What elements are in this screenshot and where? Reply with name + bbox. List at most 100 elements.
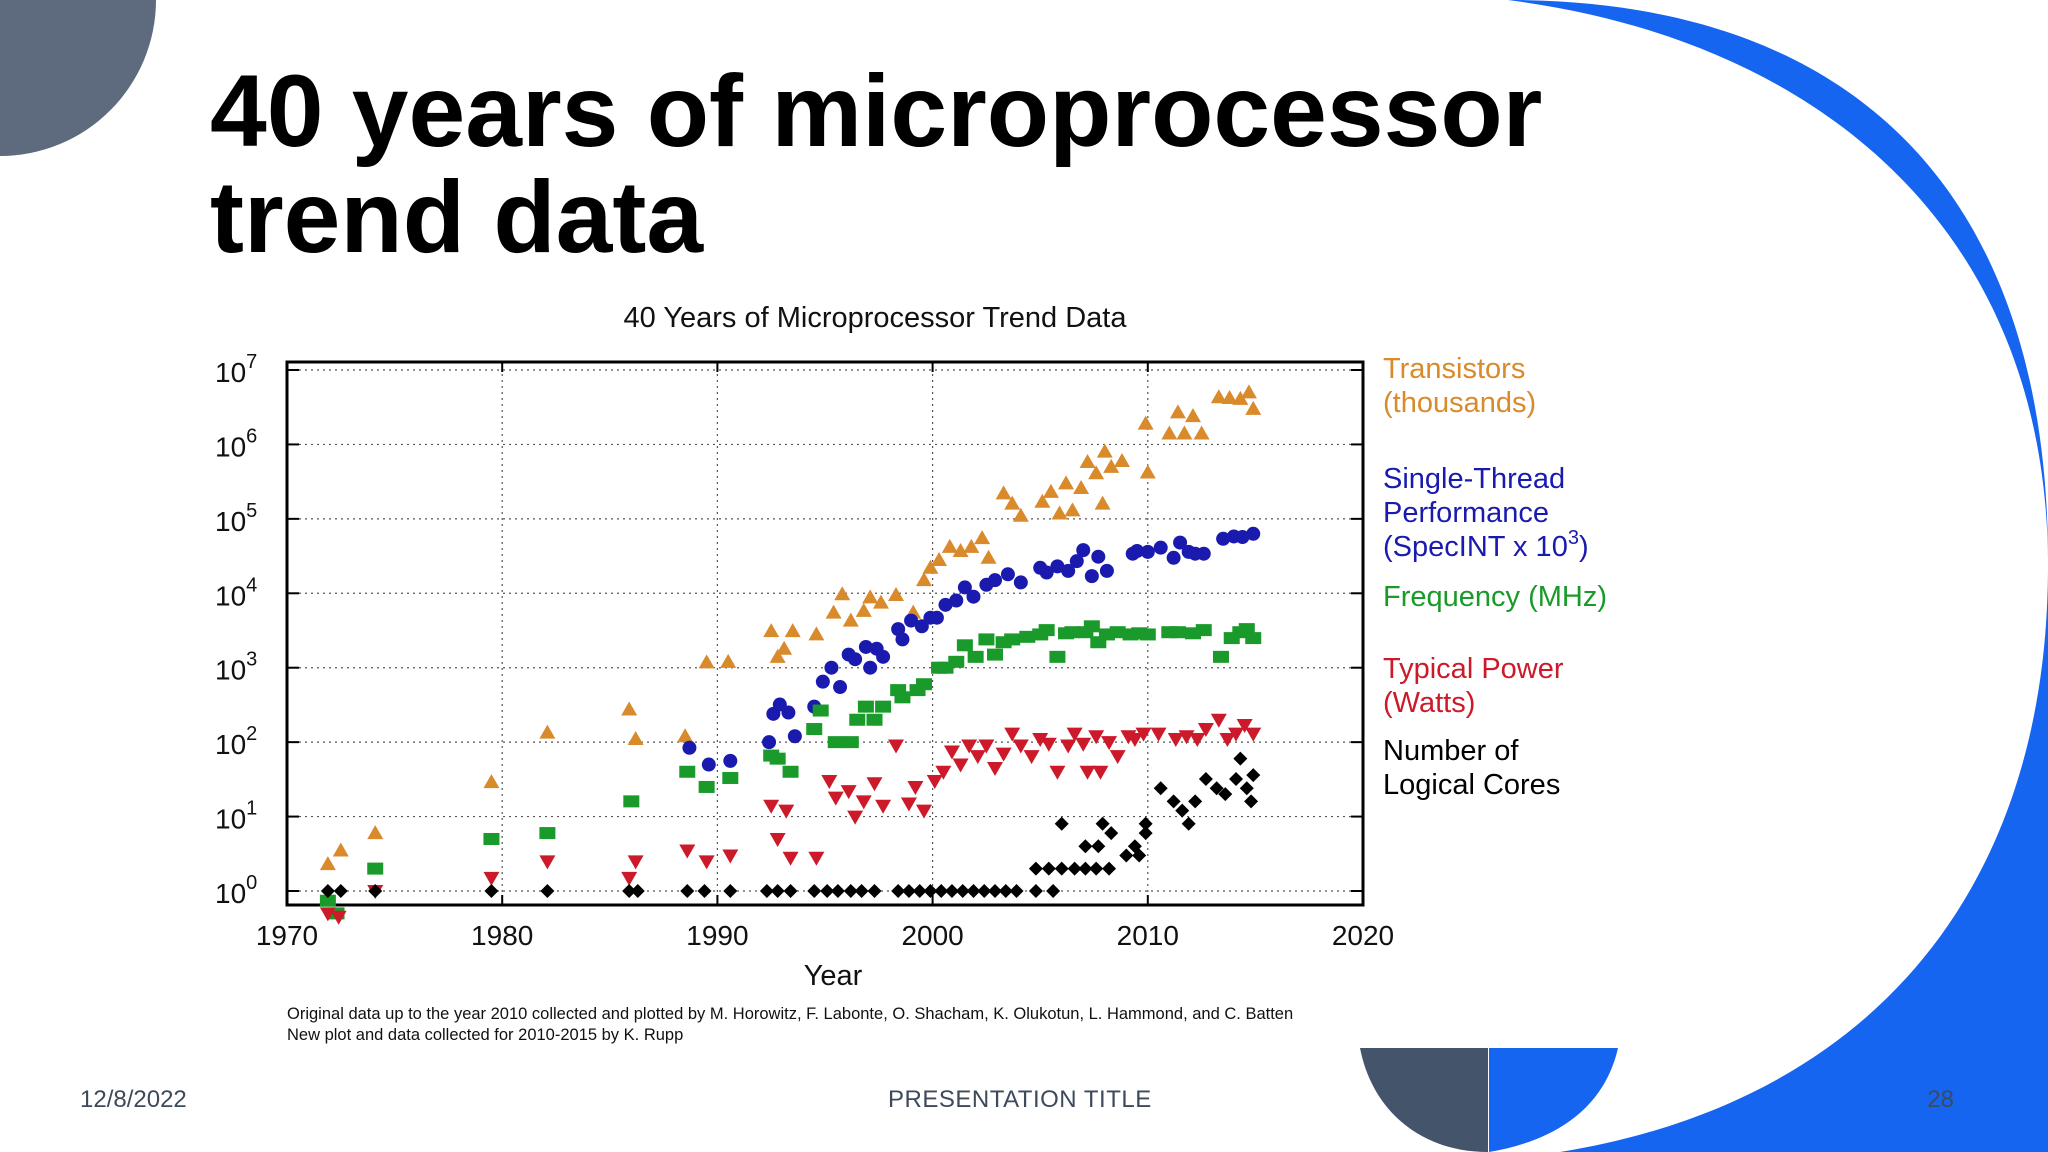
blue-arc-shape bbox=[1508, 0, 2048, 1152]
series-4-point bbox=[763, 799, 780, 814]
series-4-point bbox=[679, 844, 696, 859]
series-1-point bbox=[621, 701, 638, 716]
slide-title-line-2: trend data bbox=[210, 160, 704, 274]
series-3-point bbox=[1083, 620, 1100, 633]
series-5-point bbox=[891, 884, 906, 898]
x-tick-label: 1980 bbox=[471, 920, 533, 951]
series-4-point bbox=[1079, 765, 1096, 780]
series-3-point bbox=[812, 704, 829, 717]
series-5-point bbox=[622, 884, 637, 898]
series-1-point bbox=[1034, 493, 1051, 508]
series-1-point bbox=[834, 586, 851, 601]
series-5-point bbox=[843, 884, 858, 898]
series-1-point bbox=[931, 552, 948, 567]
chart-credit-line: Original data up to the year 2010 collec… bbox=[287, 1005, 1293, 1023]
series-4-point bbox=[1004, 727, 1021, 742]
plot-frame bbox=[285, 360, 1365, 907]
series-1-point bbox=[1004, 495, 1021, 510]
series-3-point bbox=[806, 723, 823, 736]
series-3-point bbox=[319, 894, 336, 907]
series-1-point bbox=[963, 538, 980, 553]
series-1-point bbox=[862, 589, 879, 604]
series-1-point bbox=[855, 602, 872, 617]
series-2-point bbox=[966, 589, 981, 604]
series-3-point bbox=[1109, 626, 1126, 639]
series-2-point bbox=[1196, 546, 1211, 561]
series-5-point bbox=[1054, 816, 1069, 831]
series-1-point bbox=[1176, 425, 1193, 440]
series-4-point bbox=[778, 804, 795, 819]
series-4-point bbox=[782, 851, 799, 866]
series-4-point bbox=[1049, 765, 1066, 780]
slate-corner-circle bbox=[0, 0, 156, 156]
y-tick-label: 100 bbox=[215, 872, 257, 909]
series-4-point bbox=[987, 761, 1004, 776]
legend-entry-5: Number of Logical Cores bbox=[1383, 735, 1560, 801]
series-2-point bbox=[781, 705, 796, 720]
series-4-point bbox=[900, 797, 917, 812]
series-2-point bbox=[762, 735, 777, 750]
series-5-point bbox=[807, 884, 822, 898]
series-5-point bbox=[1119, 848, 1134, 863]
series-5-point bbox=[630, 884, 645, 898]
series-5-point bbox=[944, 884, 959, 898]
series-5-point bbox=[1104, 826, 1119, 841]
y-tick-label: 103 bbox=[215, 649, 257, 686]
series-1-point bbox=[698, 654, 715, 669]
series-4-point bbox=[1101, 736, 1118, 751]
series-2-point bbox=[1050, 559, 1065, 574]
series-4-point bbox=[1219, 733, 1236, 748]
footer-presentation-title: PRESENTATION TITLE bbox=[888, 1086, 1152, 1113]
series-5-point bbox=[783, 884, 798, 898]
series-1-point bbox=[888, 586, 905, 601]
x-tick-label: 1970 bbox=[256, 920, 318, 951]
y-tick-label: 101 bbox=[215, 798, 257, 835]
series-4-point bbox=[1126, 733, 1143, 748]
series-4-point bbox=[1135, 727, 1152, 742]
slide-title: 40 years of microprocessor trend data bbox=[210, 58, 1610, 270]
series-1-point bbox=[1094, 495, 1111, 510]
series-2-point bbox=[723, 753, 738, 768]
series-1-point bbox=[769, 648, 786, 663]
series-2-point bbox=[914, 619, 929, 634]
series-2-point bbox=[848, 652, 863, 667]
legend-entry-1: Transistors (thousands) bbox=[1383, 353, 1536, 419]
series-1-point bbox=[677, 728, 694, 743]
series-4-point bbox=[1032, 733, 1049, 748]
series-2-point bbox=[929, 610, 944, 625]
series-2-point bbox=[1153, 540, 1168, 555]
x-tick-label: 2020 bbox=[1332, 920, 1394, 951]
chart-title: 40 Years of Microprocessor Trend Data bbox=[624, 302, 1128, 334]
series-1-point bbox=[980, 549, 997, 564]
series-5-point bbox=[1054, 861, 1069, 876]
series-2-point bbox=[1099, 563, 1114, 578]
series-4-markers bbox=[319, 713, 1262, 925]
series-1-point bbox=[784, 623, 801, 638]
series-1-point bbox=[627, 731, 644, 746]
series-3-point bbox=[948, 655, 965, 668]
series-5-point bbox=[934, 884, 949, 898]
series-4-point bbox=[1228, 727, 1245, 742]
series-2-point bbox=[1235, 530, 1250, 545]
series-5-point bbox=[770, 884, 785, 898]
series-4-point bbox=[1023, 750, 1040, 765]
series-4-point bbox=[1197, 723, 1214, 738]
series-1-point bbox=[776, 640, 793, 655]
series-2-point bbox=[824, 660, 839, 675]
footer-date: 12/8/2022 bbox=[80, 1086, 187, 1113]
series-4-point bbox=[1245, 727, 1262, 742]
series-1-point bbox=[1210, 389, 1227, 404]
series-4-point bbox=[875, 799, 892, 814]
x-axis-label: Year bbox=[804, 960, 863, 992]
series-2-point bbox=[815, 674, 830, 689]
slide-title-line-1: 40 years of microprocessor bbox=[210, 54, 1543, 168]
series-5-point bbox=[1091, 839, 1106, 854]
series-5-point bbox=[1198, 771, 1213, 786]
series-1-point bbox=[332, 842, 349, 857]
series-4-point bbox=[995, 747, 1012, 762]
series-3-point bbox=[1064, 626, 1081, 639]
series-1-point bbox=[1088, 465, 1105, 480]
series-1-point bbox=[720, 653, 737, 668]
series-1-point bbox=[1240, 384, 1257, 399]
series-3-markers bbox=[319, 620, 1262, 920]
